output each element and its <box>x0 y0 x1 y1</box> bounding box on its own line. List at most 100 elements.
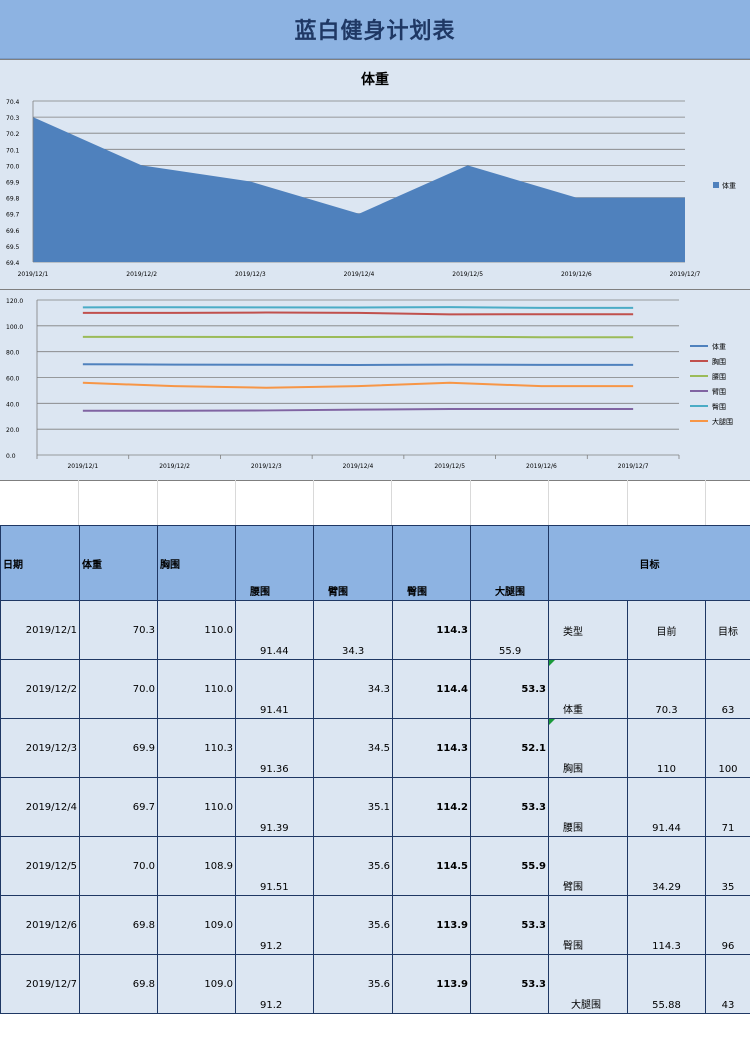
goal-type: 胸围 <box>548 718 628 778</box>
goal-before: 91.44 <box>627 777 706 837</box>
cell-weight: 69.8 <box>79 954 158 1014</box>
line-series-臀围 <box>82 306 634 309</box>
area-series-体重 <box>33 117 685 262</box>
y-tick-label: 80.0 <box>6 350 20 357</box>
goal-type: 体重 <box>548 659 628 719</box>
x-tick-label: 2019/12/3 <box>235 271 266 278</box>
cell-date: 2019/12/2 <box>0 659 80 719</box>
y-tick-label: 69.8 <box>6 196 20 203</box>
y-tick-label: 70.0 <box>6 163 20 170</box>
header-waist: 腰围 <box>235 525 314 601</box>
cell-thigh: 53.3 <box>470 659 549 719</box>
legend-label: 体重 <box>722 181 736 190</box>
cell-arm: 35.1 <box>313 777 393 837</box>
goal-before: 114.3 <box>627 895 706 955</box>
cell-hip: 114.4 <box>392 659 471 719</box>
goal-before: 34.29 <box>627 836 706 896</box>
x-tick-label: 2019/12/1 <box>67 463 98 470</box>
legend-swatch <box>713 182 719 188</box>
cell-arm: 35.6 <box>313 954 393 1014</box>
y-tick-label: 70.3 <box>6 115 20 122</box>
cell-hip: 114.3 <box>392 600 471 660</box>
header-hip: 臀围 <box>392 525 471 601</box>
cell-hip: 114.2 <box>392 777 471 837</box>
table-row: 2019/12/4 69.7 110.0 91.39 35.1 114.2 53.3 腰围 91… <box>0 777 750 837</box>
goal-type: 臂围 <box>548 836 628 896</box>
header-goal: 目标 <box>547 525 750 601</box>
cell-waist: 91.36 <box>235 718 314 778</box>
goal-target: 63 <box>704 659 750 719</box>
measurements-line-chart-svg: 120.0 100.0 80.0 60.0 40.0 20.0 0.0 2019/12/1 20… <box>6 298 733 470</box>
y-tick-label: 70.4 <box>6 99 20 106</box>
y-tick-label: 69.4 <box>6 260 20 267</box>
cell-weight: 69.7 <box>79 777 158 837</box>
goal-target: 71 <box>704 777 750 837</box>
cell-chest: 110.3 <box>157 718 236 778</box>
table-row: 2019/12/3 69.9 110.3 91.36 34.5 114.3 52.1 胸围 11… <box>0 718 750 778</box>
cell-date: 2019/12/1 <box>0 600 80 660</box>
x-tick-label: 2019/12/7 <box>670 271 701 278</box>
cell-hip: 114.5 <box>392 836 471 896</box>
cell-chest: 109.0 <box>157 895 236 955</box>
x-tick-label: 2019/12/2 <box>126 271 157 278</box>
goal-before: 55.88 <box>627 954 706 1014</box>
table-row: 2019/12/2 70.0 110.0 91.41 34.3 114.4 53.3 体重 70… <box>0 659 750 719</box>
page-title: 蓝白健身计划表 <box>294 19 456 44</box>
line-series-体重 <box>82 363 634 366</box>
cell-waist: 91.44 <box>235 600 314 660</box>
goal-header-target: 目标 <box>704 600 750 660</box>
x-tick-label: 2019/12/2 <box>159 463 190 470</box>
table-row: 2019/12/1 70.3 110.0 91.44 34.3 114.3 55.9 类型 目前… <box>0 600 750 660</box>
cell-hip: 114.3 <box>392 718 471 778</box>
y-tick-label: 70.1 <box>6 147 20 154</box>
goal-target: 43 <box>704 954 750 1014</box>
cell-weight: 70.3 <box>79 600 158 660</box>
weight-area-chart-svg: 体重 70.4 70.3 70.2 70.1 70.0 69.9 69.8 69.7 69.6 69… <box>6 71 736 278</box>
line-series-臂围 <box>82 408 634 412</box>
y-tick-label: 40.0 <box>6 401 20 408</box>
cell-date: 2019/12/5 <box>0 836 80 896</box>
cell-date: 2019/12/3 <box>0 718 80 778</box>
cell-chest: 109.0 <box>157 954 236 1014</box>
goal-header-before: 目前 <box>627 600 706 660</box>
cell-weight: 70.0 <box>79 836 158 896</box>
legend-label: 臀围 <box>712 403 726 411</box>
x-tick-label: 2019/12/5 <box>434 463 465 470</box>
cell-thigh: 53.3 <box>470 954 549 1014</box>
cell-date: 2019/12/7 <box>0 954 80 1014</box>
line-series-胸围 <box>82 311 634 316</box>
cell-waist: 91.39 <box>235 777 314 837</box>
legend-label: 腰围 <box>712 373 726 381</box>
goal-type: 臀围 <box>548 895 628 955</box>
header-arm: 臂围 <box>313 525 393 601</box>
x-tick-label: 2019/12/6 <box>526 463 557 470</box>
cell-chest: 108.9 <box>157 836 236 896</box>
y-tick-label: 120.0 <box>6 298 23 305</box>
chart-title: 体重 <box>361 71 389 88</box>
cell-weight: 70.0 <box>79 659 158 719</box>
y-tick-label: 69.6 <box>6 228 20 235</box>
y-tick-label: 0.0 <box>6 453 16 460</box>
header-chest: 胸围 <box>157 525 236 601</box>
cell-thigh: 52.1 <box>470 718 549 778</box>
x-tick-label: 2019/12/5 <box>452 271 483 278</box>
measurements-line-chart: 120.0 100.0 80.0 60.0 40.0 20.0 0.0 2019/12/1 20… <box>0 289 750 481</box>
y-tick-label: 60.0 <box>6 376 20 383</box>
cell-arm: 34.3 <box>313 659 393 719</box>
cell-thigh: 53.3 <box>470 777 549 837</box>
legend-label: 臂围 <box>712 387 726 396</box>
goal-before: 70.3 <box>627 659 706 719</box>
table-body: 2019/12/1 70.3 110.0 91.44 34.3 114.3 55.9 类型 目前… <box>0 600 750 1014</box>
cell-date: 2019/12/4 <box>0 777 80 837</box>
cell-waist: 91.51 <box>235 836 314 896</box>
y-tick-label: 100.0 <box>6 324 23 331</box>
cell-arm: 35.6 <box>313 895 393 955</box>
cell-thigh: 55.9 <box>470 600 549 660</box>
header-thigh: 大腿围 <box>470 525 549 601</box>
table-header-row: 日期 体重 胸围 腰围 臂围 臀围 大腿围 目标 <box>0 525 750 601</box>
y-tick-label: 69.7 <box>6 212 20 219</box>
y-tick-label: 69.9 <box>6 180 20 187</box>
cell-thigh: 55.9 <box>470 836 549 896</box>
cell-arm: 35.6 <box>313 836 393 896</box>
table-row: 2019/12/5 70.0 108.9 91.51 35.6 114.5 55.9 臂围 34… <box>0 836 750 896</box>
